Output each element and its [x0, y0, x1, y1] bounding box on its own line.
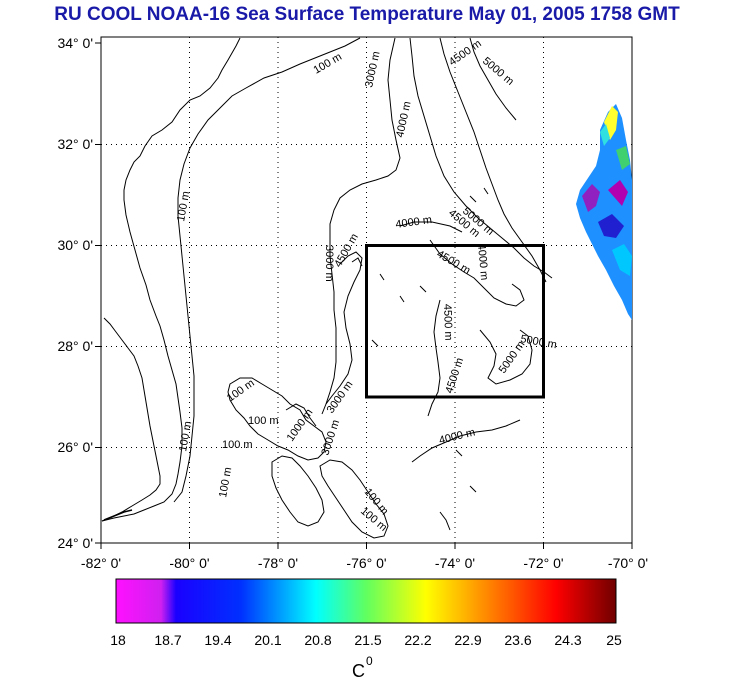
- contour-5000m: [411, 37, 533, 463]
- colorbar-unit: C: [352, 661, 365, 680]
- contour-100m: [173, 37, 361, 503]
- contour-label: 3000 m: [323, 245, 335, 282]
- contour-label: 100 m: [312, 51, 344, 77]
- colorbar-label: 18.7: [154, 632, 181, 648]
- colorbar-label: 24.3: [554, 632, 581, 648]
- bahamas-islands: [285, 187, 489, 531]
- lon-tick-label: -76° 0': [346, 555, 386, 571]
- colorbar-label: 20.1: [254, 632, 281, 648]
- contour-label: 4000 m: [475, 243, 490, 281]
- coastline: [101, 37, 241, 522]
- lon-tick-label: -72° 0': [523, 555, 563, 571]
- contour-label: 4000 m: [438, 426, 477, 447]
- contour-label: 4000 m: [395, 214, 433, 231]
- lat-tick-label: 24° 0': [57, 535, 93, 551]
- colorbar-label: 23.6: [504, 632, 531, 648]
- colorbar-label: 25: [606, 632, 622, 648]
- contour-label: 5000 m: [480, 55, 516, 88]
- lon-tick-label: -70° 0': [608, 555, 648, 571]
- contour-4000m: [399, 37, 553, 279]
- tick-marks: [95, 42, 633, 549]
- contour-label: 4500 m: [447, 38, 484, 69]
- lon-tick-label: -82° 0': [81, 555, 121, 571]
- colorbar-label: 21.5: [354, 632, 381, 648]
- colorbar-label: 22.2: [404, 632, 431, 648]
- contour-label: 3000 m: [363, 50, 382, 88]
- contour-label: 4000 m: [394, 100, 413, 138]
- contour-label: 4500 m: [443, 356, 466, 395]
- lon-tick-label: -80° 0': [169, 555, 209, 571]
- lon-tick-label: -74° 0': [435, 555, 475, 571]
- lat-tick-label: 28° 0': [57, 338, 93, 354]
- colorbar: [115, 578, 617, 624]
- contour-4500m: [427, 37, 547, 417]
- contour-label: 4500 m: [332, 232, 361, 270]
- bahamas-banks: [227, 251, 389, 539]
- lon-tick-label: -78° 0': [258, 555, 298, 571]
- contour-label: 4500 m: [435, 248, 473, 277]
- contour-label: 4500 m: [441, 304, 454, 341]
- contour-3000m: [321, 37, 401, 415]
- contour-label: 3000 m: [319, 418, 342, 457]
- contour-label: 100 m: [217, 466, 234, 498]
- colorbar-label: 18: [110, 632, 126, 648]
- contour-label: 100 m: [225, 377, 257, 404]
- map-title: RU COOL NOAA-16 Sea Surface Temperature …: [54, 4, 680, 25]
- sst-swath: [576, 104, 632, 320]
- lat-tick-label: 32° 0': [57, 136, 93, 152]
- keys: [103, 509, 133, 521]
- contour-label: 100 m: [222, 439, 253, 451]
- study-area-box: [365, 244, 545, 399]
- coastline-gulf: [101, 317, 161, 522]
- contour-label: 3000 m: [325, 379, 356, 416]
- colorbar-label: 22.9: [454, 632, 481, 648]
- contour-label: 100 m: [177, 420, 194, 452]
- colorbar-label: 19.4: [204, 632, 231, 648]
- contour-label: 5000 m: [497, 339, 528, 376]
- contour-label: 100 m: [175, 190, 192, 222]
- lat-tick-label: 34° 0': [57, 35, 93, 51]
- colorbar-label: 20.8: [304, 632, 331, 648]
- lat-tick-label: 26° 0': [57, 439, 93, 455]
- contour-label: 1000 m: [285, 407, 316, 444]
- contour-label: 100 m: [248, 415, 279, 427]
- lat-tick-label: 30° 0': [57, 237, 93, 253]
- colorbar-unit-superscript: 0: [366, 654, 373, 668]
